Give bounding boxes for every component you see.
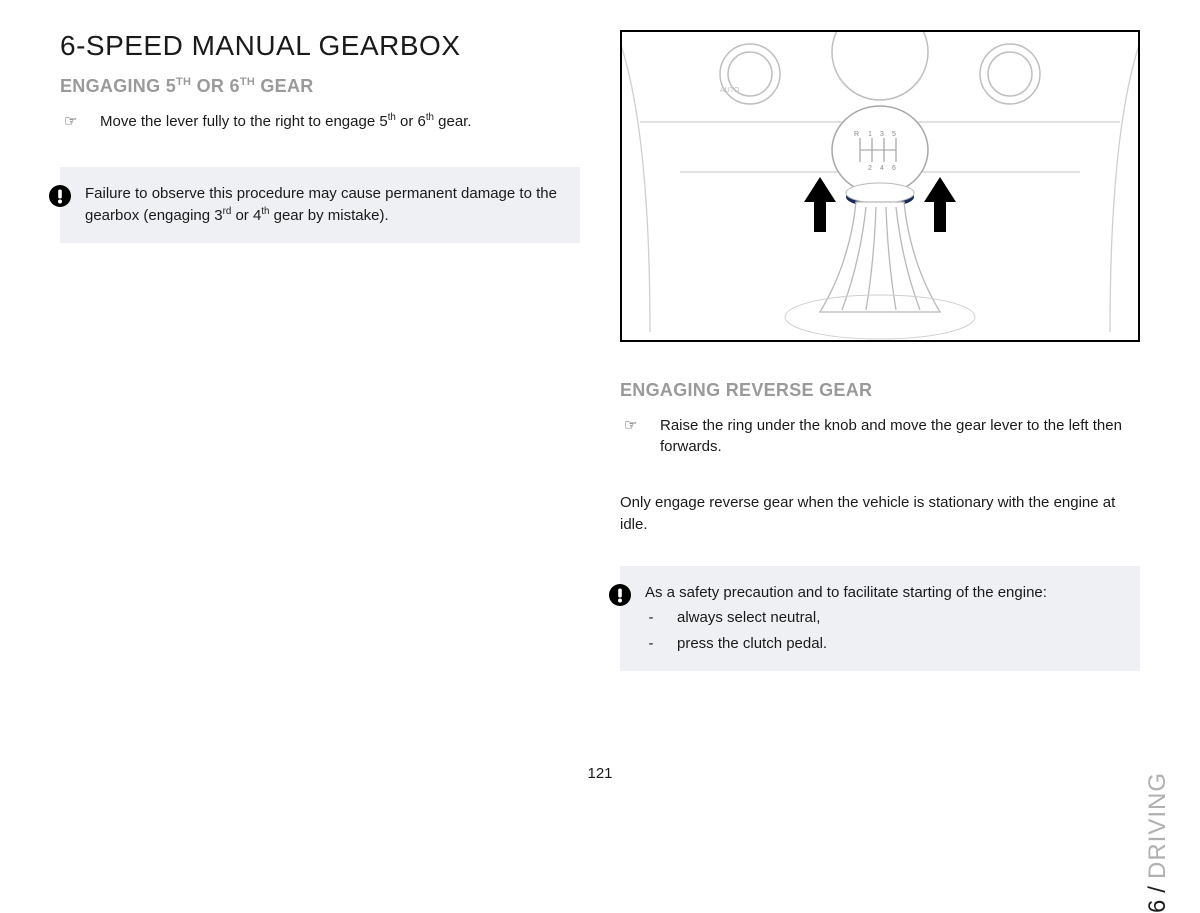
list-item: -always select neutral, bbox=[645, 607, 1047, 629]
list-item: -press the clutch pedal. bbox=[645, 633, 1047, 655]
page-number: 121 bbox=[587, 765, 612, 782]
right-column: AUTO R 1 3 bbox=[620, 30, 1140, 671]
svg-text:1: 1 bbox=[868, 131, 872, 138]
instruction-reverse: ☞ Raise the ring under the knob and move… bbox=[620, 415, 1140, 457]
svg-text:AUTO: AUTO bbox=[720, 87, 740, 94]
manual-page: 6-SPEED MANUAL GEARBOX ENGAGING 5TH OR 6… bbox=[0, 0, 1200, 701]
svg-text:6: 6 bbox=[892, 165, 896, 172]
warning-box-gearbox: Failure to observe this procedure may ca… bbox=[60, 167, 580, 243]
svg-text:5: 5 bbox=[892, 131, 896, 138]
section-number: 6 bbox=[1144, 899, 1172, 913]
svg-text:2: 2 bbox=[868, 165, 872, 172]
pointer-icon: ☞ bbox=[624, 415, 642, 457]
warning-text: Failure to observe this procedure may ca… bbox=[85, 183, 560, 227]
warning-box-safety: As a safety precaution and to facilitate… bbox=[620, 566, 1140, 671]
warning-icon bbox=[609, 584, 631, 606]
warning-text: As a safety precaution and to facilitate… bbox=[645, 582, 1047, 655]
instruction-text: Raise the ring under the knob and move t… bbox=[660, 415, 1140, 457]
instruction-text: Move the lever fully to the right to eng… bbox=[100, 111, 472, 132]
svg-text:3: 3 bbox=[880, 131, 884, 138]
gearshift-illustration: AUTO R 1 3 bbox=[620, 30, 1140, 342]
section-tab: 6 / DRIVING bbox=[1144, 772, 1172, 913]
warning-list: -always select neutral, -press the clutc… bbox=[645, 607, 1047, 655]
warning-icon bbox=[49, 185, 71, 207]
svg-text:R: R bbox=[854, 131, 859, 138]
section-slash: / bbox=[1144, 885, 1172, 893]
left-column: 6-SPEED MANUAL GEARBOX ENGAGING 5TH OR 6… bbox=[60, 30, 580, 671]
svg-text:4: 4 bbox=[880, 165, 884, 172]
subtitle-reverse: ENGAGING REVERSE GEAR bbox=[620, 380, 1140, 401]
instruction-5-6: ☞ Move the lever fully to the right to e… bbox=[60, 111, 580, 132]
page-title: 6-SPEED MANUAL GEARBOX bbox=[60, 30, 580, 62]
section-label: DRIVING bbox=[1144, 772, 1172, 879]
pointer-icon: ☞ bbox=[64, 111, 82, 132]
subtitle-engaging-5-6: ENGAGING 5TH OR 6TH GEAR bbox=[60, 76, 580, 97]
reverse-note: Only engage reverse gear when the vehicl… bbox=[620, 492, 1140, 536]
